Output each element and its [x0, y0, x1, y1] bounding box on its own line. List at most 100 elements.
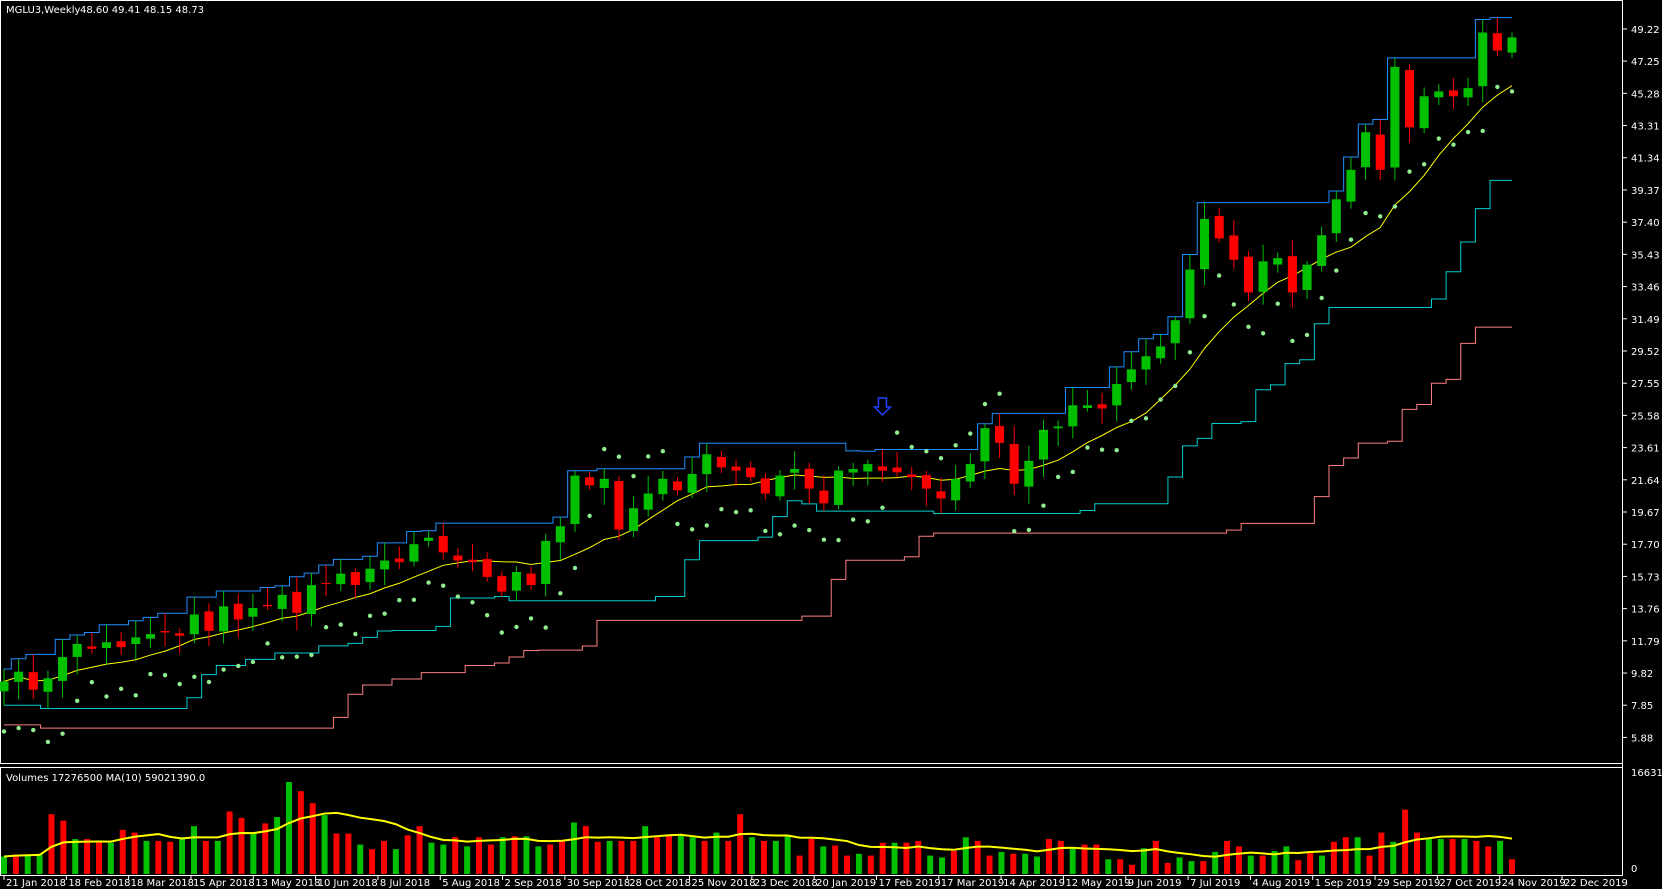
volume-bar[interactable] [24, 854, 31, 874]
volume-bar[interactable] [1295, 860, 1302, 874]
candle-body[interactable] [1229, 235, 1239, 260]
volume-bar[interactable] [1509, 859, 1515, 874]
volume-bar[interactable] [179, 837, 186, 874]
volume-bar[interactable] [1449, 839, 1456, 874]
candle-body[interactable] [1361, 132, 1371, 168]
volume-bar[interactable] [250, 833, 257, 874]
volume-bar[interactable] [737, 814, 744, 874]
volume-bar[interactable] [12, 854, 19, 874]
volume-bar[interactable] [832, 845, 839, 874]
candle-body[interactable] [1185, 269, 1195, 319]
volume-bar[interactable] [1366, 855, 1373, 874]
volume-bar[interactable] [84, 839, 91, 874]
volume-bar[interactable] [131, 832, 138, 874]
candle-body[interactable] [1375, 134, 1385, 170]
volume-bar[interactable] [428, 842, 435, 874]
volume-bar[interactable] [1140, 848, 1147, 874]
volume-bar[interactable] [1259, 855, 1266, 874]
volume-bar[interactable] [440, 844, 447, 874]
volume-bar[interactable] [155, 840, 162, 874]
candle-body[interactable] [131, 637, 141, 645]
candle-body[interactable] [145, 634, 155, 639]
volume-bar[interactable] [879, 842, 886, 874]
candle-body[interactable] [72, 643, 82, 657]
volume-bar[interactable] [654, 837, 661, 874]
volume-bar[interactable] [190, 826, 197, 874]
volume-bar[interactable] [1354, 837, 1361, 874]
candle-body[interactable] [350, 572, 360, 586]
volume-bar[interactable] [60, 820, 67, 874]
volume-bar[interactable] [369, 849, 376, 874]
volume-bar[interactable] [143, 840, 150, 874]
volume-bar[interactable] [665, 835, 672, 874]
volume-bar[interactable] [677, 835, 684, 874]
volume-bar[interactable] [523, 836, 530, 874]
volume-bar[interactable] [915, 840, 922, 874]
candle-body[interactable] [292, 591, 302, 613]
candle-body[interactable] [1434, 91, 1444, 98]
volume-bar[interactable] [559, 840, 566, 874]
volume-bar[interactable] [107, 842, 114, 874]
volume-bar[interactable] [903, 842, 910, 874]
volume-bar[interactable] [1342, 837, 1349, 874]
candle-body[interactable] [1346, 169, 1356, 202]
candle-body[interactable] [277, 594, 287, 609]
candle-body[interactable] [731, 466, 741, 471]
candle-body[interactable] [951, 478, 961, 501]
volume-bar[interactable] [238, 817, 245, 874]
candle-body[interactable] [1492, 33, 1502, 51]
volume-bar[interactable] [725, 840, 732, 874]
volume-bar[interactable] [594, 841, 601, 874]
volume-bar[interactable] [796, 855, 803, 874]
candle-body[interactable] [160, 631, 170, 633]
volume-bar[interactable] [630, 840, 637, 874]
volume-bar[interactable] [309, 803, 316, 874]
volume-bar[interactable] [1045, 839, 1052, 874]
volume-bar[interactable] [689, 837, 696, 874]
candle-body[interactable] [1258, 261, 1268, 292]
volume-bar[interactable] [1176, 857, 1183, 874]
volume-bar[interactable] [333, 833, 340, 874]
candle-body[interactable] [394, 558, 404, 563]
candle-body[interactable] [995, 426, 1005, 443]
candle-body[interactable] [409, 544, 419, 562]
candle-body[interactable] [790, 469, 800, 473]
candle-body[interactable] [321, 582, 331, 584]
volume-bar[interactable] [1, 856, 7, 874]
candle-body[interactable] [1097, 404, 1107, 409]
candle-body[interactable] [1463, 88, 1473, 98]
candle-body[interactable] [1243, 256, 1254, 293]
candle-body[interactable] [1273, 258, 1283, 265]
candle-body[interactable] [1331, 199, 1341, 234]
volume-bar[interactable] [986, 855, 993, 874]
volume-bar[interactable] [1152, 840, 1159, 874]
volume-bar[interactable] [1212, 851, 1219, 874]
volume-bar[interactable] [1319, 855, 1326, 874]
candle-body[interactable] [248, 607, 258, 617]
candle-body[interactable] [892, 467, 902, 473]
volume-bar[interactable] [345, 833, 352, 874]
candle-body[interactable] [262, 604, 273, 607]
volume-bar[interactable] [855, 853, 862, 874]
candle-body[interactable] [424, 537, 434, 541]
candle-body[interactable] [1038, 429, 1049, 460]
candle-body[interactable] [14, 671, 24, 682]
volume-bar[interactable] [749, 837, 756, 874]
candle-body[interactable] [1478, 32, 1488, 87]
volume-bar[interactable] [1473, 840, 1480, 874]
volume-bar[interactable] [939, 857, 946, 874]
candle-body[interactable] [819, 490, 829, 504]
volume-bar[interactable] [499, 837, 506, 874]
volume-bar[interactable] [760, 840, 767, 874]
volume-bar[interactable] [570, 822, 577, 874]
candle-body[interactable] [43, 678, 53, 692]
volume-bar[interactable] [547, 844, 554, 874]
candle-body[interactable] [643, 493, 653, 510]
candle-body[interactable] [877, 466, 887, 471]
candle-body[interactable] [511, 572, 521, 591]
candle-body[interactable] [1390, 66, 1400, 168]
volume-bar[interactable] [844, 855, 851, 874]
candle-body[interactable] [848, 469, 858, 473]
volume-bar[interactable] [1271, 851, 1278, 874]
volume-bar[interactable] [891, 842, 898, 874]
